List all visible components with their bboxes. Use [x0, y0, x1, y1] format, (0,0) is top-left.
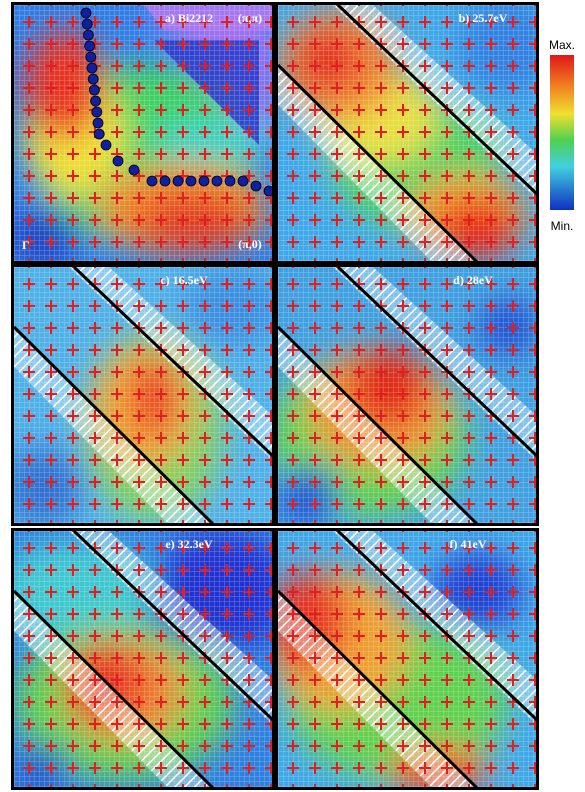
plus-markers: [14, 267, 272, 523]
cut-line: [278, 589, 479, 787]
panel-label: a) Bi2212: [165, 11, 213, 25]
plus-markers: [14, 5, 272, 261]
cut-line: [72, 531, 272, 722]
panel-border: [11, 264, 275, 526]
panel-map: [278, 5, 536, 261]
plus-markers: [14, 531, 272, 787]
colorbar: [550, 55, 574, 210]
fermi-dot: [83, 29, 94, 41]
corner-label: Γ: [22, 238, 30, 252]
fermi-dot: [87, 73, 99, 85]
plus-markers: [278, 531, 536, 787]
cut-line: [336, 5, 536, 196]
panel: c) 16.5eV: [11, 264, 275, 526]
panel: d) 28eV: [275, 264, 539, 526]
fermi-dot: [85, 51, 97, 63]
fermi-dot: [92, 117, 104, 129]
cut-line: [72, 267, 272, 458]
fermi-dot: [86, 62, 98, 74]
panel-label: f) 41eV: [450, 537, 487, 551]
fermi-dot: [172, 175, 184, 187]
panel-border: [11, 2, 275, 264]
fermi-dot: [224, 175, 236, 187]
corner-label: (π,π): [238, 11, 262, 25]
panel: f) 41eV: [275, 528, 539, 790]
fermi-dot: [81, 18, 93, 30]
fermi-dot: [159, 175, 171, 187]
colorbar-max: Max.: [549, 38, 575, 52]
panel-label: c) 16.5eV: [160, 273, 208, 287]
panel: e) 32.3eV: [11, 528, 275, 790]
fermi-dot: [128, 164, 140, 176]
cut-line: [14, 325, 215, 523]
plus-markers: [278, 267, 536, 523]
fermi-dot: [211, 175, 223, 187]
fermi-dot: [90, 95, 101, 107]
panel-map: [278, 267, 536, 523]
cut-line: [336, 267, 536, 458]
cut-line: [278, 325, 479, 523]
fermi-dot: [198, 175, 210, 187]
fermi-dot: [185, 175, 197, 187]
colorbar-min: Min.: [551, 219, 574, 233]
panel-border: [275, 2, 539, 264]
panel-border: [275, 264, 539, 526]
corner-label: (π,0): [238, 237, 262, 251]
cut-line: [14, 589, 215, 787]
fermi-dot: [250, 180, 262, 192]
plus-markers: [278, 5, 536, 261]
panel: a) Bi2212 (π,π) (π,0) Γ: [11, 2, 275, 264]
fermi-dot: [263, 185, 272, 197]
panel-border: [11, 528, 275, 790]
fermi-dot: [84, 40, 95, 52]
fermi-dot: [93, 128, 105, 140]
fermi-dot: [80, 7, 92, 19]
panel-border: [275, 528, 539, 790]
fermi-dot: [146, 175, 158, 187]
panel-label: b) 25.7eV: [459, 11, 508, 25]
panel-label: d) 28eV: [453, 273, 493, 287]
cut-line: [278, 63, 479, 261]
panel-map: [14, 5, 272, 261]
fermi-dot: [100, 139, 112, 151]
fermi-dot: [112, 155, 124, 167]
panel-label: e) 32.3eV: [165, 537, 213, 551]
fermi-dot: [91, 106, 103, 118]
cut-line: [336, 531, 536, 722]
panel-map: [278, 531, 536, 787]
fermi-dot: [237, 175, 249, 187]
panel: b) 25.7eV: [275, 2, 539, 264]
panel-map: [14, 267, 272, 523]
panel-map: [14, 531, 272, 787]
fermi-dot: [89, 84, 100, 96]
